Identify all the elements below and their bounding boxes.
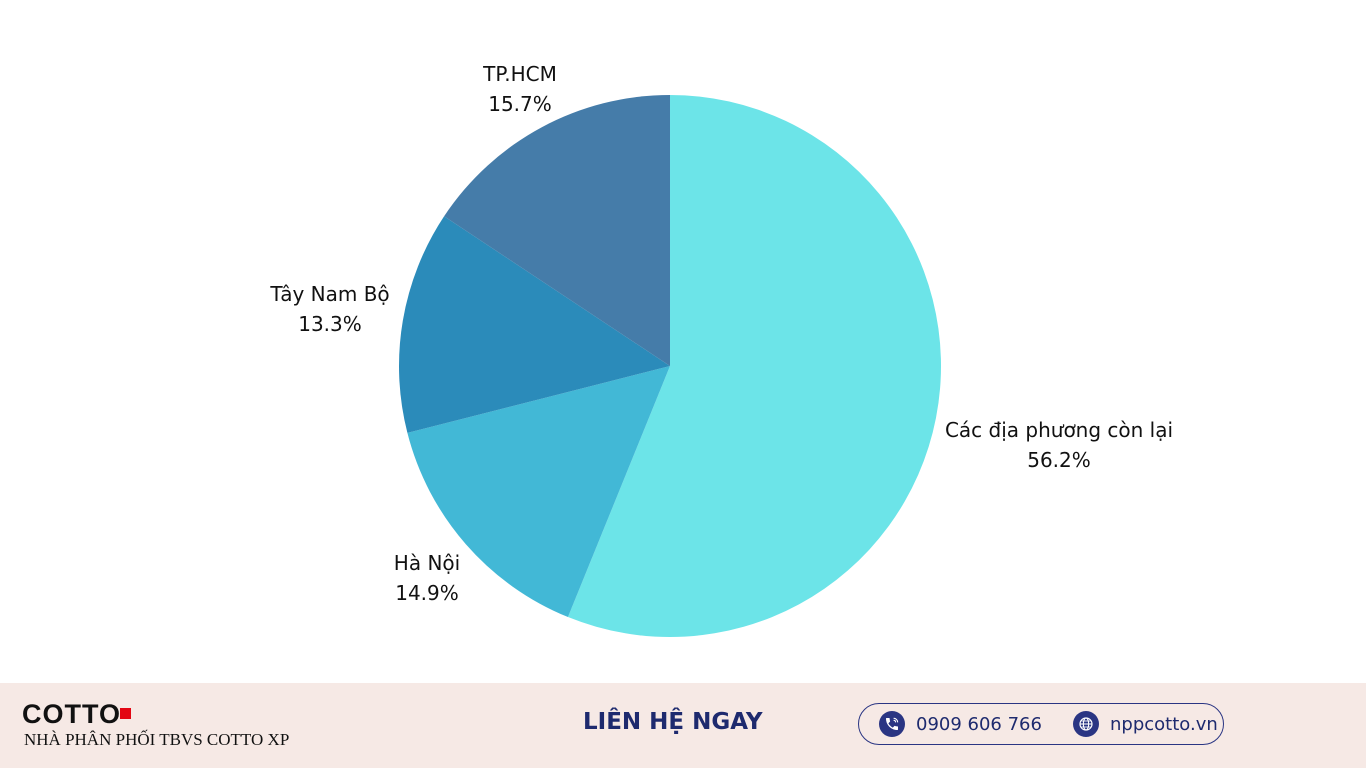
brand-tagline: NHÀ PHÂN PHỐI TBVS COTTO XP [24,730,290,749]
pie-chart: Các địa phương còn lại 56.2% Hà Nội 14.9% Tâ… [269,62,1174,637]
slice-label-4: TP.HCM [482,62,557,86]
slice-value-label-4: 15.7% [488,92,552,116]
globe-icon [1073,711,1099,737]
slice-value-label-2: 14.9% [395,581,459,605]
footer-bar: COTTO NHÀ PHÂN PHỐI TBVS COTTO XP LIÊN H… [0,683,1366,768]
phone-number: 0909 606 766 [916,713,1042,735]
website-link[interactable]: nppcotto.vn [1073,704,1218,744]
slice-label-3: Tây Nam Bộ [269,282,389,306]
slice-value-label-1: 56.2% [1027,448,1091,472]
website-url: nppcotto.vn [1110,713,1218,735]
cotto-logo[interactable]: COTTO [22,699,131,739]
pie-chart-svg: Các địa phương còn lại 56.2% Hà Nội 14.9% Tâ… [269,62,1173,637]
contact-now-heading: LIÊN HỆ NGAY [583,709,763,735]
contact-pill: 0909 606 766 nppcotto.vn [858,703,1224,745]
slice-label-1: Các địa phương còn lại [945,418,1173,442]
brand-square-icon [120,708,131,719]
slice-value-label-3: 13.3% [298,312,362,336]
pie-slice-4 [444,95,670,366]
pie-slice-1 [567,95,941,637]
phone-link[interactable]: 0909 606 766 [879,704,1042,744]
pie-slice-2 [407,366,670,618]
brand-name: COTTO [22,699,121,729]
slice-label-2: Hà Nội [394,551,460,575]
pie-slice-3 [399,216,670,433]
phone-icon [879,711,905,737]
